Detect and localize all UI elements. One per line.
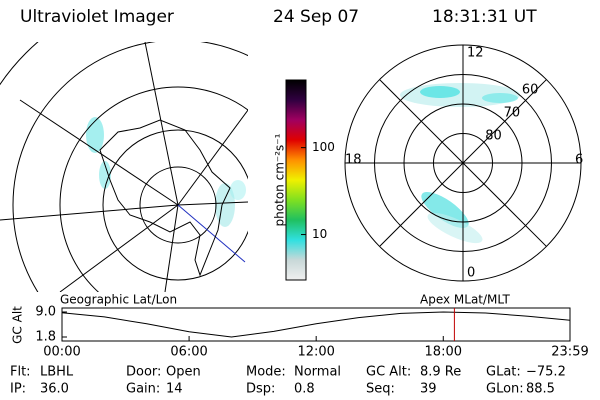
lat-circle <box>433 133 493 193</box>
field-label: IP: <box>10 382 26 397</box>
field-label: Seq: <box>366 382 395 397</box>
map-left-label: Geographic Lat/Lon <box>60 293 177 307</box>
lat-label: 80 <box>485 128 502 143</box>
field-label: Dsp: <box>246 382 275 397</box>
lat-label: 70 <box>504 105 521 120</box>
field-value: 14 <box>166 382 183 397</box>
map-right-label: Apex MLat/MLT <box>420 293 510 307</box>
field-value: LBHL <box>40 365 74 380</box>
field-label: GC Alt: <box>366 365 411 380</box>
mlt-label: 12 <box>467 46 484 61</box>
altitude-line <box>61 311 571 338</box>
mlt-label: 18 <box>345 153 362 168</box>
field-value: −75.2 <box>526 365 566 380</box>
colorbar-tick-label: 100 <box>312 140 335 154</box>
field-value: 88.5 <box>526 382 555 397</box>
field-value: 36.0 <box>40 382 69 397</box>
y-tick-label: 1.8 <box>35 330 56 345</box>
field-value: 8.9 Re <box>420 365 461 380</box>
lat-label: 60 <box>522 82 539 97</box>
field-label: Flt: <box>10 365 31 380</box>
field-value: Open <box>166 365 201 380</box>
lat-circle <box>403 103 523 223</box>
geographic-map <box>0 42 248 292</box>
mlt-label: 0 <box>467 266 475 281</box>
field-value: 0.8 <box>294 382 315 397</box>
field-label: GLat: <box>486 365 521 380</box>
field-label: GLon: <box>486 382 524 397</box>
field-value: Normal <box>294 365 341 380</box>
y-tick-label: 9.0 <box>35 305 56 320</box>
x-tick-label: 18:00 <box>425 345 462 360</box>
colorbar-label: photon cm⁻²s⁻¹ <box>273 133 287 226</box>
field-label: Mode: <box>246 365 286 380</box>
time: 18:31:31 UT <box>432 7 537 27</box>
y-axis-label: GC Alt <box>11 306 25 344</box>
colorbar-tick-label: 10 <box>312 227 327 241</box>
colorbar <box>285 79 307 281</box>
polar-auroral-image <box>400 83 520 244</box>
x-tick-label: 12:00 <box>297 345 334 360</box>
field-label: Door: <box>126 365 161 380</box>
x-tick-label: 23:59 <box>551 345 588 360</box>
x-tick-label: 06:00 <box>170 345 207 360</box>
mlt-line <box>379 79 547 247</box>
mlt-label: 6 <box>575 153 583 168</box>
date: 24 Sep 07 <box>273 7 359 27</box>
title: Ultraviolet Imager <box>20 7 174 27</box>
x-tick-label: 00:00 <box>43 345 80 360</box>
lat-circle <box>374 74 552 252</box>
field-label: Gain: <box>126 382 160 397</box>
field-value: 39 <box>420 382 437 397</box>
